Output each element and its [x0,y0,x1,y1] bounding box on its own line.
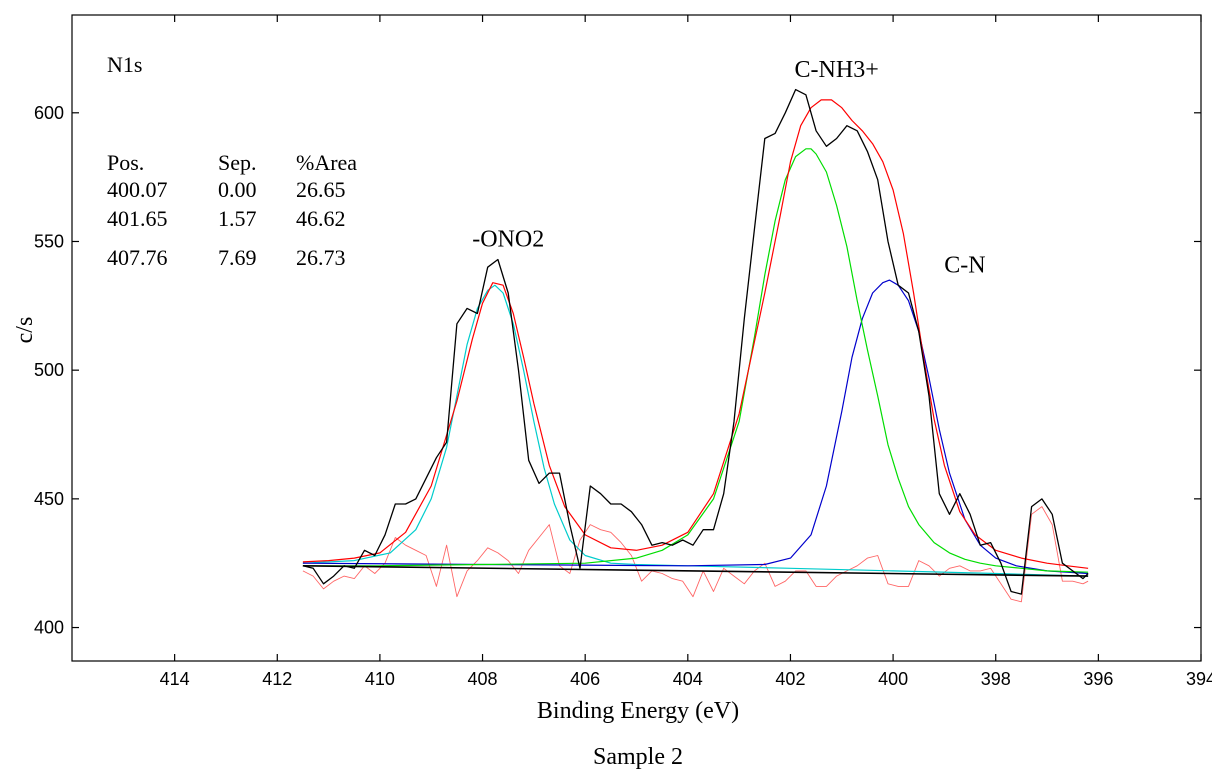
peak-label: C-N [944,252,985,278]
x-tick-label: 408 [468,669,498,689]
series-line-residual [302,506,1089,603]
peak-table-header-pos: Pos. [107,150,144,175]
x-axis-label: Binding Energy (eV) [537,698,739,724]
peak-table-cell: 26.65 [296,177,346,202]
y-tick-label: 500 [34,360,64,380]
x-tick-label: 412 [262,669,292,689]
y-tick-label: 600 [34,103,64,123]
peak-table-cell: 7.69 [218,245,257,270]
x-tick-label: 404 [673,669,703,689]
peak-table-cell: 400.07 [107,177,168,202]
y-tick-label: 400 [34,618,64,638]
peak-table-cell: 26.73 [296,245,346,270]
x-tick-label: 396 [1083,669,1113,689]
peak-table-cell: 46.62 [296,206,346,231]
x-tick-label: 406 [570,669,600,689]
plot-frame [71,14,1202,662]
y-tick-label: 550 [34,231,64,251]
x-tick-label: 400 [878,669,908,689]
x-tick-label: 398 [981,669,1011,689]
peak-table-cell: 1.57 [218,206,257,231]
x-tick-label: 410 [365,669,395,689]
plot-area: 414 412 410 408 406 404 402 400 398 396 394 400 450 5… [34,14,1212,689]
series-line-envelope [302,99,1089,569]
peak-table-cell: 0.00 [218,177,257,202]
y-axis-label: c/s [12,317,38,344]
series-line-measured [302,88,1089,595]
series-line-component-c-nh3 [302,148,1089,573]
x-tick-label: 402 [775,669,805,689]
peak-label: -ONO2 [472,227,544,253]
peak-table-cell: 401.65 [107,206,168,231]
x-tick-label: 414 [160,669,190,689]
region-label: N1s [107,52,142,77]
peak-table-header-area: %Area [296,150,357,175]
chart-caption: Sample 2 [593,744,683,770]
y-tick-label: 450 [34,489,64,509]
x-tick-label: 394 [1186,669,1212,689]
series-line-background [302,565,1089,577]
peak-table-cell: 407.76 [107,245,168,270]
series-line-component-ono2 [302,284,1089,577]
series-line-component-c-n [302,279,1089,575]
peak-table-header-sep: Sep. [218,150,257,175]
peak-label: C-NH3+ [795,57,879,83]
